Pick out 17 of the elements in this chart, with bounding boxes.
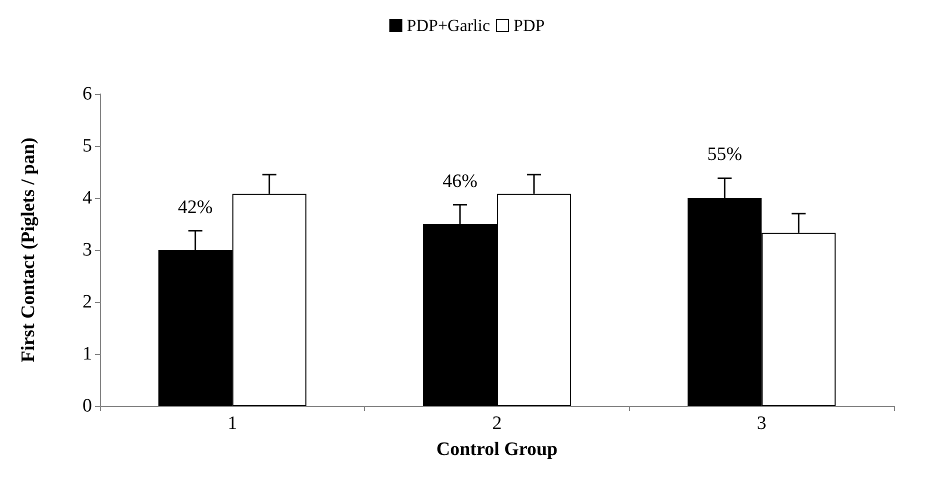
y-tick-label: 3: [82, 240, 92, 260]
x-tick-label: 1: [228, 413, 238, 434]
x-axis-title: Control Group: [436, 439, 558, 460]
y-tick-label: 0: [82, 396, 92, 416]
legend-label: PDP+Garlic: [406, 16, 490, 35]
y-tick-label: 2: [82, 292, 92, 312]
x-tick-label: 2: [492, 413, 502, 434]
y-tick-label: 5: [82, 136, 92, 156]
legend-label: PDP: [514, 16, 545, 35]
y-tick-label: 4: [82, 188, 92, 208]
annotation: 42%: [178, 196, 213, 218]
y-axis-title: First Contact (Piglets / pan): [18, 138, 39, 362]
annotation: 46%: [442, 170, 478, 192]
annotation: 55%: [707, 144, 742, 166]
y-tick-label: 1: [82, 344, 92, 364]
y-tick-label: 6: [82, 84, 92, 104]
x-tick-label: 3: [756, 413, 766, 434]
